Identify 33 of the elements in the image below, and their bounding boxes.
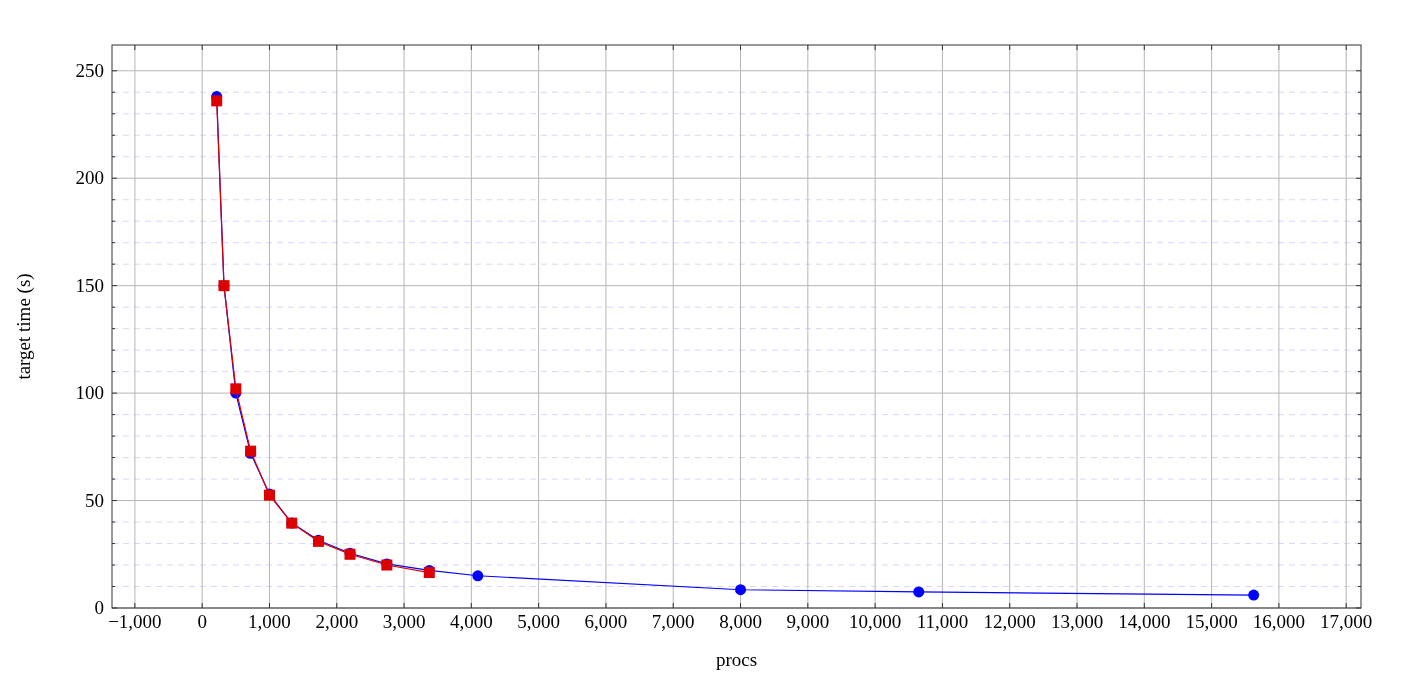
y-tick-label: 150 bbox=[75, 274, 104, 296]
x-tick-label: 6,000 bbox=[584, 611, 628, 632]
x-tick-label: 11,000 bbox=[916, 611, 969, 632]
y-tick-label: 100 bbox=[75, 382, 104, 404]
point bbox=[230, 383, 242, 395]
point bbox=[472, 570, 484, 582]
x-tick-label: 12,000 bbox=[983, 611, 1036, 632]
x-axis-title: procs bbox=[715, 649, 758, 670]
x-tick-label: 2,000 bbox=[315, 611, 359, 632]
x-tick-label: 1,000 bbox=[248, 611, 291, 632]
x-tick-label: 7,000 bbox=[651, 611, 695, 632]
x-tick-label: 3,000 bbox=[382, 611, 426, 632]
x-tick-label: 15,000 bbox=[1185, 611, 1238, 632]
x-tick-label: 0 bbox=[197, 611, 207, 632]
y-tick-label: 200 bbox=[75, 167, 104, 189]
point bbox=[735, 584, 747, 596]
x-tick-label: 10,000 bbox=[849, 611, 902, 632]
point bbox=[913, 586, 925, 598]
point bbox=[1248, 589, 1260, 601]
x-tick-label: 8,000 bbox=[719, 611, 762, 632]
x-tick-label: 14,000 bbox=[1118, 611, 1171, 632]
y-axis-title: target time (s) bbox=[13, 273, 35, 380]
x-tick-label: 17,000 bbox=[1320, 611, 1373, 632]
x-tick-label: 13,000 bbox=[1050, 611, 1104, 632]
x-tick-label: 5,000 bbox=[517, 611, 561, 632]
x-tick-label: 16,000 bbox=[1252, 611, 1306, 632]
y-tick-label: 250 bbox=[75, 59, 104, 81]
y-tick-label: 50 bbox=[85, 489, 104, 511]
x-tick-label: −1,000 bbox=[108, 611, 162, 632]
y-tick-label: 0 bbox=[94, 597, 104, 618]
x-tick-label: 9,000 bbox=[786, 611, 830, 632]
point bbox=[211, 95, 223, 107]
x-tick-label: 4,000 bbox=[449, 611, 493, 632]
